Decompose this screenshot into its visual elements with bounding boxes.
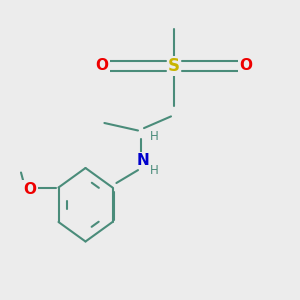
Text: O: O [23,182,37,196]
Text: O: O [239,58,253,74]
Text: O: O [95,58,109,74]
Text: N: N [136,153,149,168]
Text: S: S [168,57,180,75]
Text: H: H [150,164,159,178]
Text: H: H [150,130,159,143]
